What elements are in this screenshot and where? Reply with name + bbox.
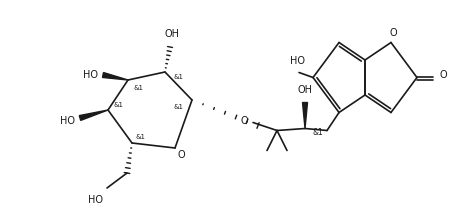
Text: &1: &1: [173, 74, 183, 80]
Text: &1: &1: [136, 134, 146, 140]
Text: &1: &1: [134, 85, 144, 91]
Text: HO: HO: [88, 195, 103, 205]
Polygon shape: [303, 102, 307, 128]
Text: OH: OH: [298, 85, 313, 95]
Text: HO: HO: [289, 56, 305, 66]
Text: O: O: [389, 27, 397, 37]
Text: HO: HO: [83, 70, 98, 80]
Polygon shape: [79, 110, 108, 120]
Text: &1: &1: [174, 104, 184, 110]
Polygon shape: [102, 73, 128, 80]
Text: OH: OH: [165, 29, 179, 39]
Text: HO: HO: [60, 116, 75, 126]
Text: O: O: [440, 70, 447, 80]
Text: O: O: [178, 150, 186, 160]
Text: &1: &1: [114, 102, 124, 108]
Text: O: O: [240, 116, 248, 126]
Text: &1: &1: [312, 128, 323, 137]
